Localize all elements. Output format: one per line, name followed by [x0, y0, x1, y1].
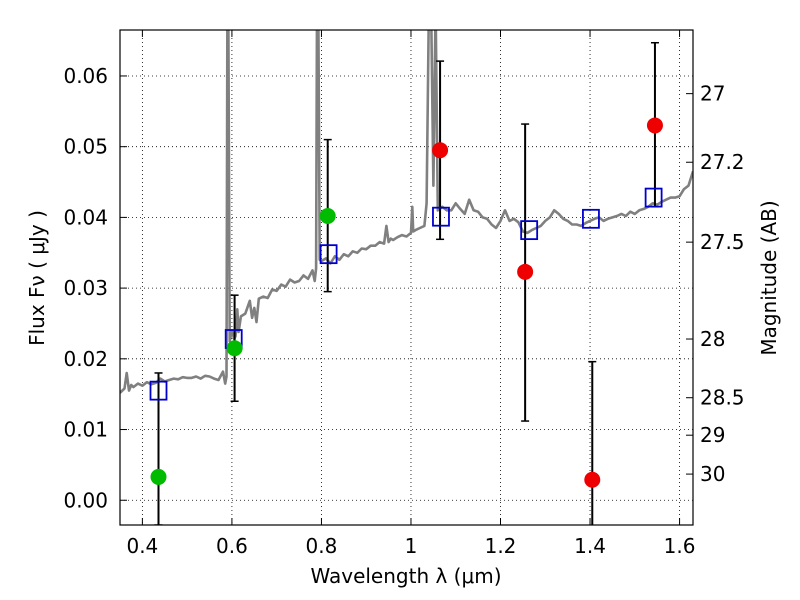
plot-background	[120, 30, 693, 525]
plot-area	[120, 30, 693, 525]
model-photometry-square	[644, 187, 663, 208]
x-tick-label: 1.4	[574, 534, 606, 558]
observed-data-point	[646, 117, 663, 134]
y2-tick-label: 29	[700, 423, 725, 447]
observed-data-point	[150, 468, 167, 485]
observed-data-point	[226, 340, 243, 357]
y-tick-label: 0.04	[63, 205, 108, 229]
x-axis-title: Wavelength λ (μm)	[310, 564, 501, 588]
model-photometry-square	[582, 208, 600, 229]
axes: 0.4 0.6 0.8 1 1.2 1.4 1.6 0.00 0.01 0.02 0.03 0.04 0…	[63, 30, 745, 558]
y2-tick-label: 28	[700, 327, 725, 351]
y2-axis-title: Magnitude (AB)	[757, 200, 781, 355]
x-tick-label: 1	[405, 534, 418, 558]
x-tick-label: 0.4	[126, 534, 158, 558]
y2-tick-label: 27.5	[700, 230, 745, 254]
x-tick-label: 1.2	[485, 534, 517, 558]
y2-tick-label: 27.2	[700, 150, 745, 174]
y2-tick-label: 30	[700, 462, 725, 486]
model-photometry-square	[432, 206, 450, 227]
y-axis-title: Flux Fν ( μJy )	[25, 210, 49, 346]
y2-tick-label: 27	[700, 82, 725, 106]
model-photometry-square	[520, 220, 539, 241]
y-tick-label: 0.01	[63, 418, 108, 442]
observed-data-point	[584, 471, 601, 488]
model-photometry-square	[319, 244, 338, 265]
x-tick-label: 1.6	[664, 534, 696, 558]
observed-data-point	[432, 142, 449, 159]
y-tick-label: 0.05	[63, 135, 108, 159]
spectrum-line	[120, 30, 693, 394]
model-photometry-square	[149, 380, 168, 401]
y-tick-label: 0.06	[63, 64, 108, 88]
grid	[120, 30, 693, 525]
observed-data-point	[517, 263, 534, 280]
y2-tick-label: 28.5	[700, 386, 745, 410]
plot-frame	[119, 29, 694, 526]
y-tick-label: 0.03	[63, 276, 108, 300]
y-tick-label: 0.00	[63, 488, 108, 512]
y-tick-label: 0.02	[63, 347, 108, 371]
observed-data-point	[319, 207, 336, 224]
x-tick-label: 0.6	[216, 534, 248, 558]
x-tick-label: 0.8	[306, 534, 338, 558]
